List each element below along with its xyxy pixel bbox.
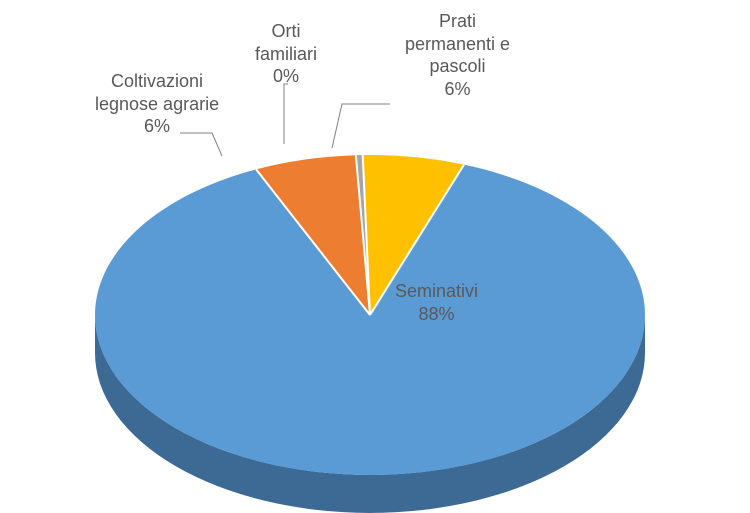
label-seminativi: Seminativi 88% (395, 280, 478, 325)
label-orti: Orti familiari 0% (255, 20, 317, 88)
label-coltivazioni: Coltivazioni legnose agrarie 6% (95, 70, 219, 138)
leader-orti (284, 84, 288, 144)
leader-prati (332, 104, 390, 148)
label-prati: Prati permanenti e pascoli 6% (405, 10, 510, 100)
pie-chart-3d: Seminativi 88% Coltivazioni legnose agrar… (0, 0, 750, 513)
